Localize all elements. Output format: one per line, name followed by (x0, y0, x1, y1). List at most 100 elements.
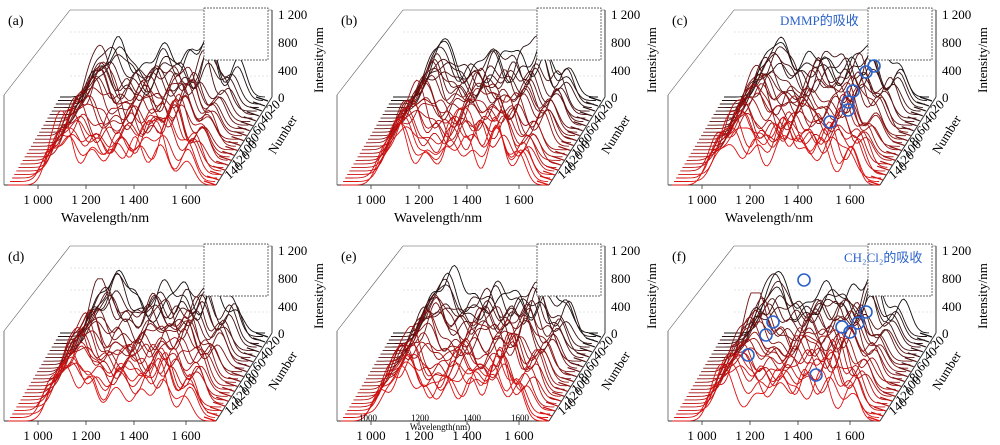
depth-edge-stroke (895, 135, 908, 142)
x-axis-label: Wavelength/nm (61, 211, 149, 226)
depth-edge-stroke (240, 121, 253, 127)
x-tick-label: 1 600 (835, 428, 864, 443)
depth-edge-stroke (873, 170, 887, 176)
spectrum-curve (39, 68, 245, 133)
x-tick-label: 1 400 (452, 428, 481, 443)
depth-edge-stroke (545, 165, 559, 171)
spectrum-curve (55, 272, 261, 341)
depth-edge-stroke (895, 371, 908, 378)
depth-edge-stroke (231, 135, 244, 142)
inset-frame (536, 243, 602, 297)
absorption-marker-circle (843, 325, 857, 339)
panel-label: (f) (672, 250, 686, 265)
spectrum-curve (715, 282, 921, 348)
depth-edge-stroke (216, 396, 229, 402)
spectrum-curve (37, 319, 243, 373)
spectrum-curve (26, 345, 232, 390)
depth-edge-stroke (252, 101, 266, 107)
depth-edge-stroke (588, 332, 602, 338)
spectrum-curve (8, 110, 214, 186)
panel-label: (c) (672, 14, 688, 29)
depth-edge-stroke (539, 175, 553, 181)
x-tick-label: 1 400 (783, 192, 812, 207)
back-left-edge (3, 245, 71, 332)
depth-edge-stroke (246, 347, 260, 353)
z-tick-label: 800 (611, 35, 631, 50)
depth-edge-stroke (252, 337, 266, 343)
depth-edge-stroke (907, 352, 920, 358)
inset-thumbnail (536, 243, 602, 297)
absorption-marker-circle (823, 115, 837, 129)
depth-edge-stroke (216, 160, 229, 166)
absorption-marker-circle (859, 305, 873, 319)
spectrum-curve (388, 284, 594, 341)
absorption-marker-circle (741, 348, 755, 362)
spectrum-curve (16, 106, 222, 172)
extra-x-tick-label: 1000 (359, 413, 378, 423)
back-left-edge (667, 9, 735, 96)
depth-edge-stroke (237, 362, 250, 368)
spectrum-curve (37, 61, 243, 137)
x-tick-label: 1 000 (23, 192, 52, 207)
depth-edge-stroke (579, 347, 593, 353)
depth-edge-stroke (870, 411, 884, 417)
x-tick-label: 1 000 (356, 428, 385, 443)
depth-edge-stroke (564, 135, 577, 142)
depth-edge-stroke (212, 165, 226, 171)
z-tick-label: 1 200 (942, 7, 971, 22)
spectrum-curve (16, 351, 222, 408)
depth-edge-stroke (243, 116, 256, 122)
extra-x-tick-label: 1400 (463, 413, 482, 423)
spectrum-curve (694, 325, 900, 383)
spectrum-curve (343, 116, 549, 182)
depth-edge-stroke (549, 396, 562, 402)
annotation-label: DMMP的吸收 (780, 13, 859, 28)
depth-axis-line (879, 332, 937, 422)
depth-edge-stroke (907, 116, 920, 122)
depth-axis-line (215, 332, 273, 422)
depth-edge-stroke (209, 406, 223, 412)
x-tick-label: 1 200 (71, 428, 100, 443)
back-left-edge (667, 245, 735, 332)
depth-edge-stroke (876, 401, 890, 407)
depth-edge-stroke (889, 381, 902, 387)
depth-edge-stroke (225, 145, 238, 151)
x-tick-label: 1 600 (171, 192, 200, 207)
x-tick-label: 1 200 (735, 192, 764, 207)
depth-edge-stroke (206, 411, 220, 417)
panel-c: (c) 1 000 1 200 1 400 1 600 Wavelength/nm 0 400… (667, 7, 990, 226)
spectrum-curve (711, 52, 917, 119)
depth-edge-stroke (545, 401, 559, 407)
spectrum-curve (14, 127, 220, 175)
depth-edge-stroke (898, 367, 911, 373)
spectrum-curve (361, 319, 567, 387)
z-tick-label: 1 200 (942, 243, 971, 258)
depth-edge-stroke (539, 411, 553, 417)
depth-edge-stroke (536, 416, 550, 422)
spectrum-curve (684, 111, 890, 165)
spectrum-curve (60, 34, 266, 98)
x-tick-label: 1 400 (783, 428, 812, 443)
depth-edge-stroke (237, 126, 250, 132)
spectrum-curve (341, 355, 546, 422)
back-left-edge (336, 245, 404, 332)
depth-edge-stroke (904, 357, 917, 363)
depth-edge-stroke (228, 140, 241, 147)
z-tick-label: 400 (611, 299, 631, 314)
back-left-edge (336, 9, 404, 96)
z-tick-label: 800 (611, 271, 631, 286)
depth-edge-stroke (883, 155, 896, 161)
depth-edge-stroke (585, 337, 599, 343)
depth-edge-stroke (542, 170, 556, 176)
z-tick-label: 800 (942, 271, 962, 286)
spectrum-curve (674, 127, 880, 182)
depth-edge-stroke (222, 386, 235, 392)
depth-edge-stroke (219, 391, 232, 397)
depth-edge-stroke (919, 332, 933, 338)
spectrum-curve (343, 363, 549, 418)
spectrum-curve (39, 320, 245, 369)
inset-frame (536, 7, 602, 61)
z-tick-label: 400 (942, 299, 962, 314)
